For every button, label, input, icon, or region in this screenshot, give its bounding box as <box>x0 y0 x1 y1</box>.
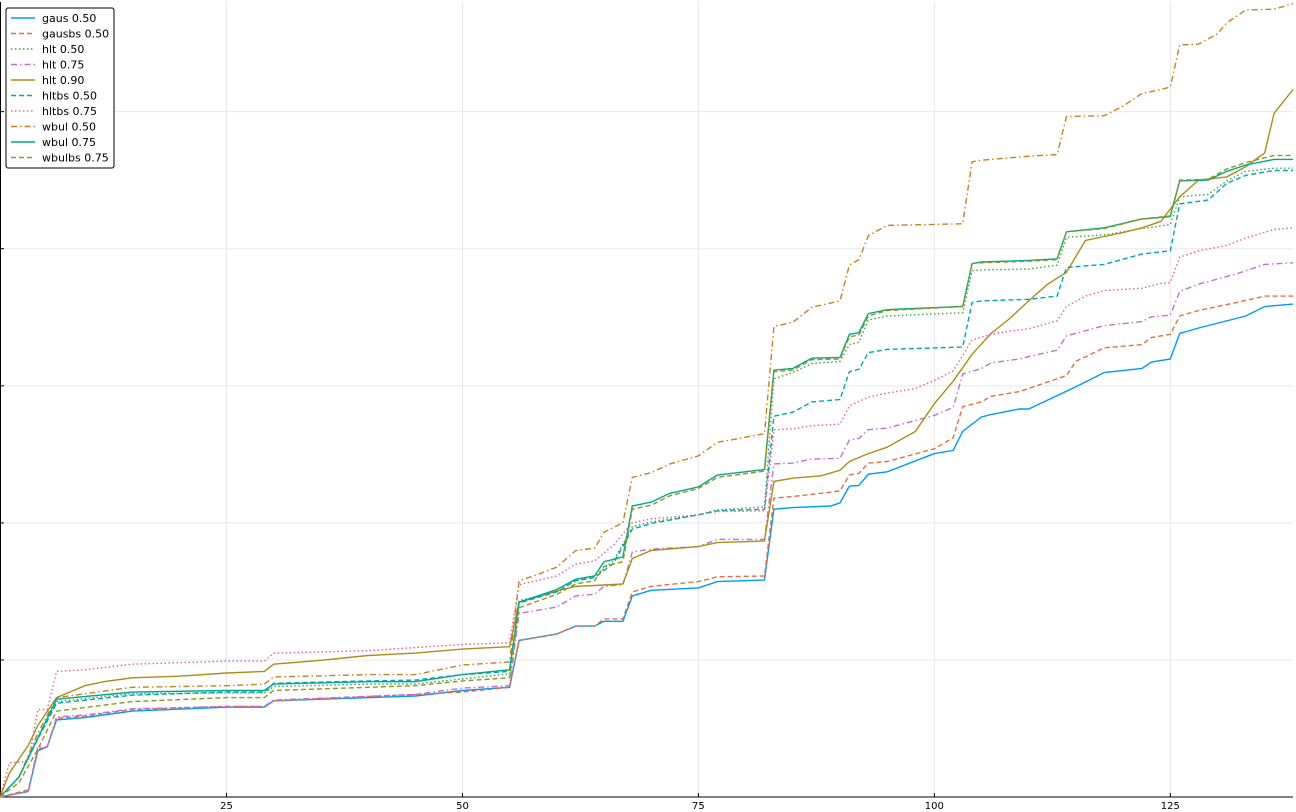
x-tick-label: 25 <box>220 801 233 812</box>
legend-label-5: hltbs 0.50 <box>42 90 97 103</box>
series-line-5 <box>0 169 1293 798</box>
legend-label-3: hlt 0.75 <box>42 59 84 72</box>
series-line-0 <box>0 303 1294 798</box>
x-tick-label: 125 <box>1161 801 1180 812</box>
series-lines <box>0 2 1294 798</box>
legend-label-6: hltbs 0.75 <box>42 105 97 118</box>
grid <box>0 2 1293 797</box>
legend-label-8: wbul 0.75 <box>42 136 96 149</box>
series-line-1 <box>0 295 1293 798</box>
legend-label-7: wbul 0.50 <box>42 121 96 134</box>
legend-box <box>5 7 115 169</box>
series-line-7 <box>0 2 1294 798</box>
legend-label-1: gausbs 0.50 <box>42 28 109 41</box>
x-tick-label: 50 <box>456 801 469 812</box>
legend-label-4: hlt 0.90 <box>42 74 84 87</box>
legend-label-9: wbulbs 0.75 <box>42 152 109 165</box>
x-tick-label: 75 <box>692 801 705 812</box>
legend-label-0: gaus 0.50 <box>42 12 96 25</box>
series-line-4 <box>0 89 1294 798</box>
series-line-2 <box>0 167 1293 798</box>
x-tick-label: 100 <box>925 801 944 812</box>
legend: gaus 0.50 gausbs 0.50 hlt 0.50 hlt 0.75 hlt … <box>5 7 115 169</box>
series-line-9 <box>0 154 1293 798</box>
legend-label-2: hlt 0.50 <box>42 43 84 56</box>
series-line-6 <box>0 227 1294 798</box>
series-line-3 <box>0 262 1294 798</box>
series-line-8 <box>0 158 1293 798</box>
